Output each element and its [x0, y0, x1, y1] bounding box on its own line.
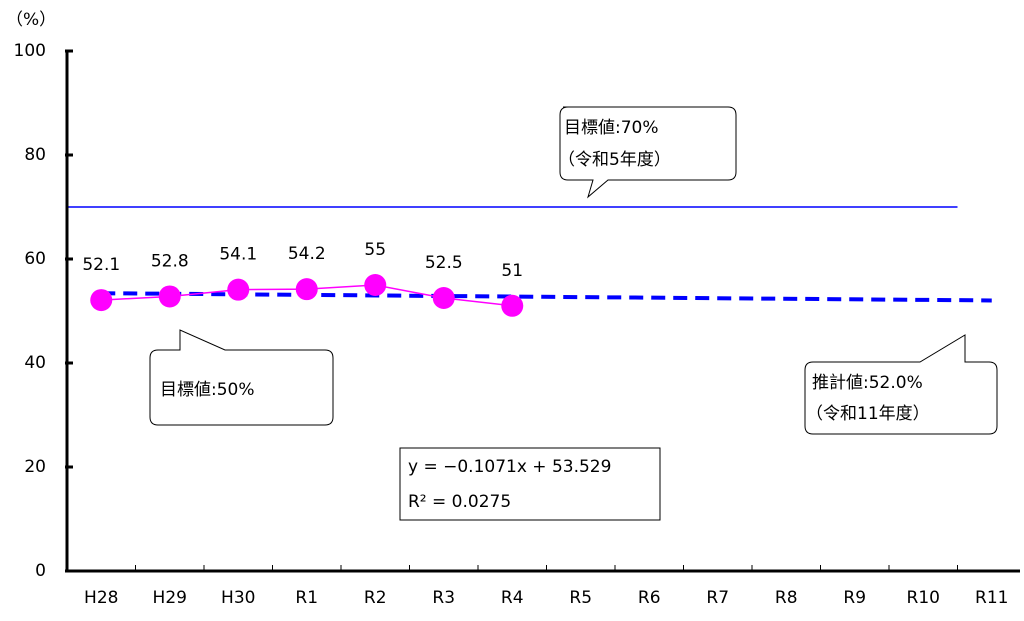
x-tick-label: R9 [843, 588, 866, 608]
callouts: 目標値:70% （令和5年度） 目標値:50% 推計値:52.0% （令和11年… [149, 106, 998, 521]
callout-text: （令和11年度） [806, 404, 930, 424]
x-tick-label: R7 [706, 588, 729, 608]
marker [295, 278, 318, 301]
x-tick-label: R1 [295, 588, 318, 608]
x-tick-label: R8 [775, 588, 798, 608]
x-tick-label: R3 [432, 588, 455, 608]
y-tick-label: 0 [35, 561, 46, 581]
data-label: 55 [364, 240, 386, 260]
marker [364, 274, 387, 296]
equation-text: R² = 0.0275 [408, 492, 511, 512]
data-label: 54.2 [288, 244, 326, 264]
y-tick-label: 20 [24, 457, 46, 477]
x-tick-label: H29 [153, 588, 187, 608]
data-label: 51 [501, 261, 523, 281]
callout-text: 目標値:70% [564, 118, 659, 138]
x-tick-label: H30 [221, 588, 255, 608]
equation-box [399, 447, 661, 521]
marker [227, 278, 250, 301]
callout-text: （令和5年度） [558, 150, 671, 170]
y-tick-label: 40 [24, 353, 46, 373]
data-label: 54.1 [219, 245, 257, 265]
x-tick-label: R5 [569, 588, 592, 608]
y-unit: （%） [6, 10, 56, 30]
marker [90, 289, 113, 312]
data-label: 52.5 [425, 253, 463, 273]
callout-box [804, 334, 998, 435]
trend-line [101, 291, 992, 303]
callout-text: 推計値:52.0% [812, 373, 923, 393]
x-tick-label: H28 [84, 588, 118, 608]
x-tick-label: R10 [907, 588, 940, 608]
x-tick-label: R4 [501, 588, 524, 608]
y-tick-label: 60 [24, 249, 46, 269]
y-tick-label: 100 [14, 41, 46, 61]
plot: 0 20 40 60 80 100 H28 H29 H30 R1 R2 R3 R4 R5 R6 R7 R8 R9 R… [14, 41, 1020, 608]
x-tick-label: R2 [364, 588, 387, 608]
data-label: 52.1 [82, 255, 120, 275]
marker [432, 287, 455, 309]
marker [158, 285, 181, 308]
y-tick-label: 80 [24, 145, 46, 165]
x-tick-label: R11 [975, 588, 1008, 608]
callout-box [149, 329, 334, 426]
callout-box [559, 106, 737, 199]
equation-text: y = −0.1071x + 53.529 [408, 457, 611, 477]
callout-text: 目標値:50% [160, 380, 255, 400]
x-tick-label: R6 [638, 588, 661, 608]
data-label: 52.8 [151, 251, 189, 271]
marker [501, 294, 524, 317]
